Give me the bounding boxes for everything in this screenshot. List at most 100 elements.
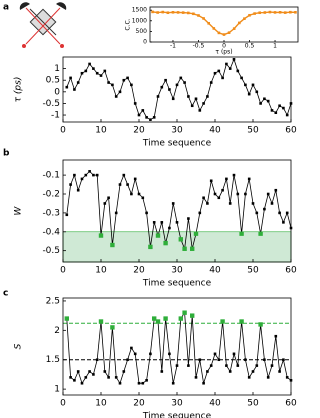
data-point <box>278 104 281 108</box>
x-tick-label: 10 <box>95 399 107 409</box>
data-point <box>110 325 115 330</box>
y-tick-label: 0 <box>143 39 147 46</box>
data-point <box>282 221 285 224</box>
data-point <box>213 71 217 75</box>
x-tick-label: 50 <box>247 399 259 409</box>
x-tick-label: 60 <box>285 126 297 136</box>
data-point <box>98 319 104 324</box>
data-point <box>225 62 228 66</box>
data-point <box>99 74 103 77</box>
data-point <box>163 316 168 321</box>
data-point <box>209 81 213 84</box>
data-point <box>282 358 285 362</box>
data-point <box>141 381 145 385</box>
data-point <box>213 192 217 196</box>
x-tick-label: 0 <box>60 266 66 276</box>
x-tick-label: 20 <box>133 399 145 409</box>
data-point <box>137 192 141 196</box>
data-point <box>190 313 195 318</box>
data-point <box>163 240 168 246</box>
data-point <box>222 33 226 36</box>
data-point <box>228 67 232 70</box>
data-point <box>251 370 255 373</box>
data-point <box>171 381 175 385</box>
data-point <box>145 211 148 215</box>
data-point <box>232 173 236 177</box>
data-point <box>103 69 107 73</box>
y-tick-label: 1.5 <box>46 355 60 365</box>
y-tick-label: -0.3 <box>42 208 60 218</box>
data-point <box>213 352 217 356</box>
data-point <box>190 246 195 251</box>
data-point <box>194 97 198 101</box>
panel-label: a <box>3 3 9 13</box>
y-tick-label: 1000 <box>132 17 147 24</box>
data-point <box>217 31 221 35</box>
data-point <box>98 233 104 238</box>
data-point <box>76 188 80 192</box>
x-tick-label: 20 <box>133 266 145 276</box>
data-point <box>110 242 115 248</box>
data-point <box>244 358 247 362</box>
data-point <box>266 376 270 379</box>
data-point <box>118 90 122 94</box>
x-tick-label: 50 <box>247 266 259 276</box>
data-point <box>69 183 72 186</box>
data-point <box>164 78 167 82</box>
data-point <box>238 21 241 25</box>
data-point <box>187 95 190 98</box>
data-point <box>251 83 255 87</box>
data-point <box>160 370 164 373</box>
data-point <box>190 104 194 108</box>
data-point <box>76 370 80 373</box>
data-point <box>179 76 183 80</box>
panel-label: c <box>3 289 8 299</box>
data-point <box>73 173 76 177</box>
series-line <box>66 170 292 251</box>
data-point <box>221 188 224 192</box>
data-point <box>175 83 179 87</box>
panel-label: b <box>3 149 10 159</box>
data-point <box>95 358 99 362</box>
data-point <box>283 11 287 14</box>
data-point <box>126 183 129 186</box>
y-tick-label: -0.5 <box>42 246 60 256</box>
y-axis-label: W <box>14 205 24 215</box>
data-point <box>285 113 289 117</box>
data-point <box>122 173 126 177</box>
data-point <box>92 67 95 70</box>
data-point <box>198 211 202 215</box>
data-point <box>186 11 190 15</box>
data-point <box>258 11 262 15</box>
x-tick-label: 0 <box>60 126 66 136</box>
data-point <box>198 109 202 112</box>
data-point <box>65 85 69 89</box>
data-point <box>133 352 137 356</box>
data-point <box>88 170 91 173</box>
data-point <box>92 373 95 376</box>
data-point <box>73 88 76 91</box>
data-point <box>255 211 259 215</box>
data-point <box>148 244 153 250</box>
plot-frame <box>62 297 292 396</box>
x-tick-label: 30 <box>171 266 183 276</box>
y-tick-label: -0.1 <box>42 171 60 181</box>
data-point <box>274 188 278 192</box>
data-point <box>202 17 205 20</box>
data-point <box>228 370 232 373</box>
x-tick-label: 40 <box>209 126 221 136</box>
data-point <box>80 381 84 385</box>
data-point <box>263 97 266 101</box>
x-axis-label: τ (ps) <box>215 49 232 56</box>
data-point <box>114 211 118 215</box>
data-point <box>145 116 148 119</box>
x-tick-label: 20 <box>133 126 145 136</box>
y-tick-label: 0.5 <box>46 76 60 86</box>
data-point <box>206 202 209 205</box>
data-point <box>273 11 277 14</box>
data-point <box>69 76 72 80</box>
data-point <box>192 12 195 16</box>
data-point <box>175 221 179 224</box>
data-point <box>289 226 293 230</box>
